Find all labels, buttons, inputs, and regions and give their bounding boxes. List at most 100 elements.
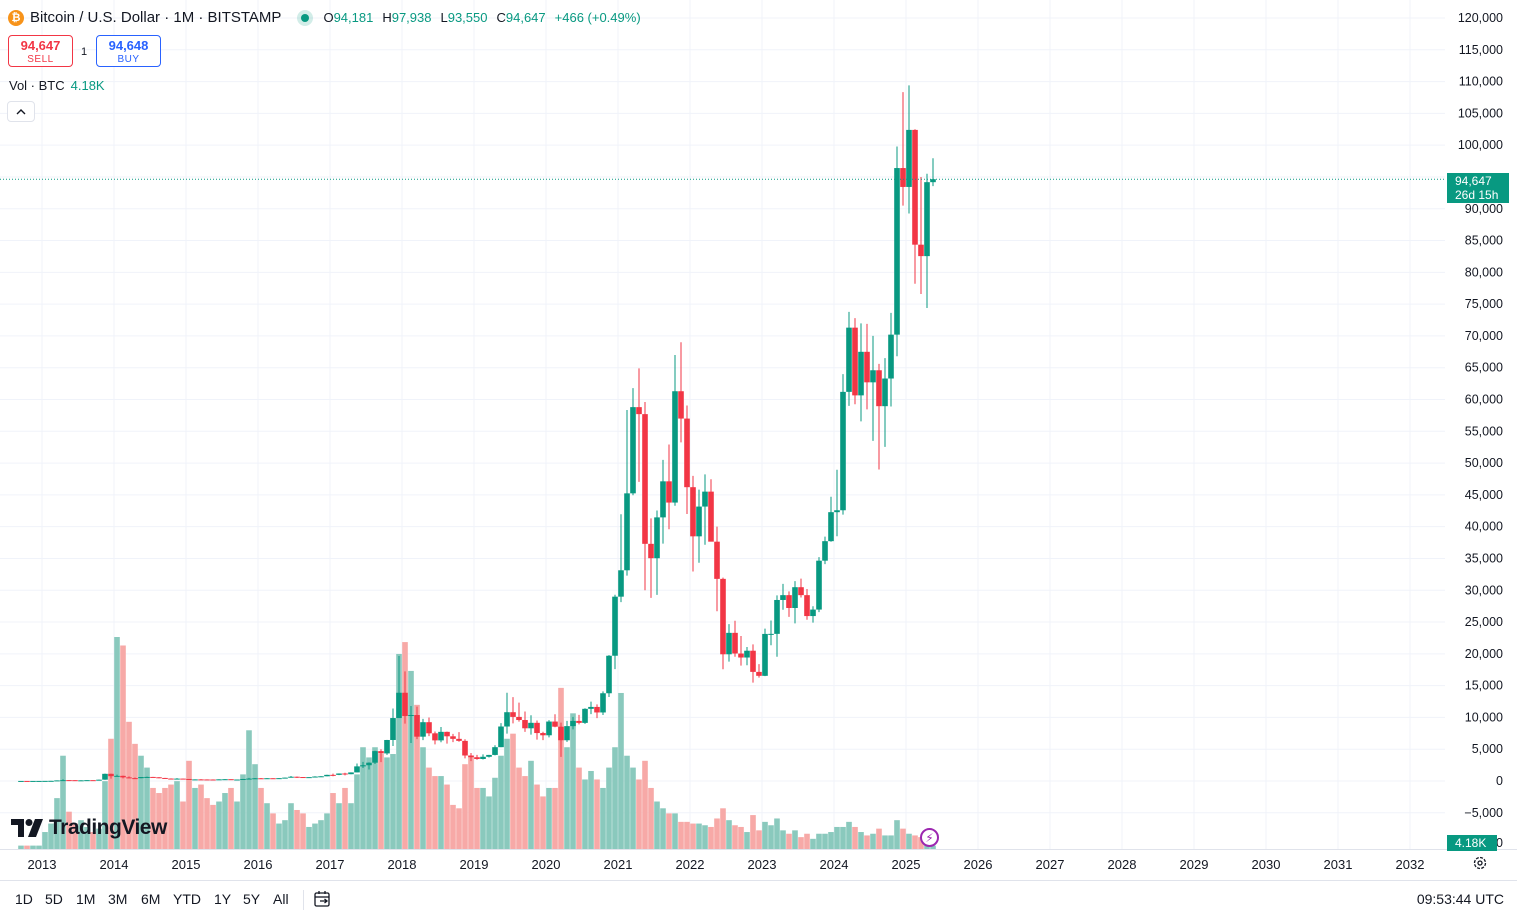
candle-body [930,179,936,183]
volume-bar [648,787,654,849]
range-button-1y[interactable]: 1Y [214,891,232,907]
time-axis-label: 2031 [1324,857,1353,872]
candle-body [510,712,516,717]
candle-body [450,736,456,739]
collapse-legend-button[interactable] [7,101,35,122]
candle-body [924,182,930,257]
range-button-1d[interactable]: 1D [15,891,33,907]
ohlc-close-label: C [496,10,506,25]
range-button-3m[interactable]: 3M [108,891,128,907]
candle-body [696,506,702,537]
ohlc-open-value: 94,181 [333,10,374,25]
volume-bar [780,830,786,849]
time-axis-label: 2032 [1396,857,1425,872]
price-axis-label: 0 [1496,774,1503,788]
time-axis-label: 2016 [244,857,273,872]
symbol-legend[interactable]: ₿ Bitcoin / U.S. Dollar · 1M · BITSTAMP … [8,9,641,26]
volume-bar [132,743,138,849]
price-axis-label: 120,000 [1458,11,1503,25]
calendar-go-to-icon[interactable] [313,889,333,909]
settings-gear-icon[interactable] [1472,855,1488,871]
price-axis-label: 45,000 [1465,488,1503,502]
volume-bar [474,787,480,849]
utc-clock[interactable]: 09:53:44 UTC [1416,891,1504,907]
candle-body [48,780,54,782]
candle-body [906,129,912,187]
volume-bar [930,845,936,849]
candle-body [708,491,714,542]
candle-body [588,706,594,709]
buy-button[interactable]: 94,648 BUY [96,35,161,67]
candle-body [900,168,906,187]
range-button-1m[interactable]: 1M [76,891,96,907]
candle-body [90,780,96,782]
price-axis-label: 15,000 [1465,679,1503,693]
symbol-title[interactable]: Bitcoin / U.S. Dollar · 1M · BITSTAMP [30,9,282,26]
volume-bar [612,747,618,849]
candle-body [288,776,294,778]
volume-bar [114,637,120,849]
candle-body [714,541,720,579]
candle-body [522,720,528,729]
volume-bar [906,833,912,849]
volume-bar [36,845,42,849]
candle-body [678,391,684,419]
candle-body [666,481,672,503]
candle-body [810,609,816,617]
candle-body [438,731,444,741]
volume-bar [654,801,660,849]
range-button-all[interactable]: All [273,891,289,907]
candle-body [72,780,78,782]
volume-bar [810,838,816,849]
candle-body [528,722,534,729]
bottom-toolbar: 1D 5D 1M 3M 6M YTD 1Y 5Y All 09:53:44 UT… [0,880,1517,917]
time-axis[interactable]: 2013 2014 2015 2016 2017 2018 2019 2020 2021 2022… [0,849,1517,873]
price-axis[interactable]: 120,000 115,000 110,000 105,000 100,000 90,00… [1458,11,1503,850]
lightning-icon[interactable]: ⚡ [920,828,939,847]
candle-body [654,517,660,559]
volume-bar [300,813,306,849]
volume-bar [504,738,510,849]
price-change: +466 (+0.49%) [554,10,641,25]
price-axis-label: 25,000 [1465,615,1503,629]
volume-bar [396,653,402,849]
price-axis-label: 5,000 [1472,742,1503,756]
volume-legend[interactable]: Vol · BTC 4.18K [9,78,105,93]
range-button-5d[interactable]: 5D [45,891,63,907]
volume-bar [438,776,444,849]
candle-body [342,773,348,775]
candle-body [372,751,378,763]
volume-bar [288,803,294,849]
volume-bar [318,820,324,849]
volume-bar [186,760,192,849]
candle-body [498,726,504,748]
volume-bar [684,821,690,849]
candle-body [594,706,600,713]
range-button-ytd[interactable]: YTD [173,891,201,907]
volume-bar [798,837,804,849]
candle-body [402,692,408,717]
sell-button[interactable]: 94,647 SELL [8,35,73,67]
volume-bar [510,733,516,849]
volume-bar [690,823,696,849]
volume-bar [894,820,900,849]
volume-bar [168,784,174,849]
candle-body [192,779,198,781]
volume-bar [834,826,840,849]
candle-body [114,775,120,777]
candle-body [318,776,324,778]
volume-bar [666,813,672,849]
range-button-6m[interactable]: 6M [141,891,161,907]
tradingview-logo[interactable]: TradingView [11,816,167,840]
volume-bar [102,781,108,849]
candle-body [150,776,156,778]
volume-bar [912,835,918,849]
candle-body [672,391,678,503]
volume-bar [378,754,384,849]
price-candles [18,85,936,782]
candle-body [684,418,690,488]
volume-bar [618,692,624,849]
range-button-5y[interactable]: 5Y [243,891,261,907]
price-axis-label: 75,000 [1465,297,1503,311]
